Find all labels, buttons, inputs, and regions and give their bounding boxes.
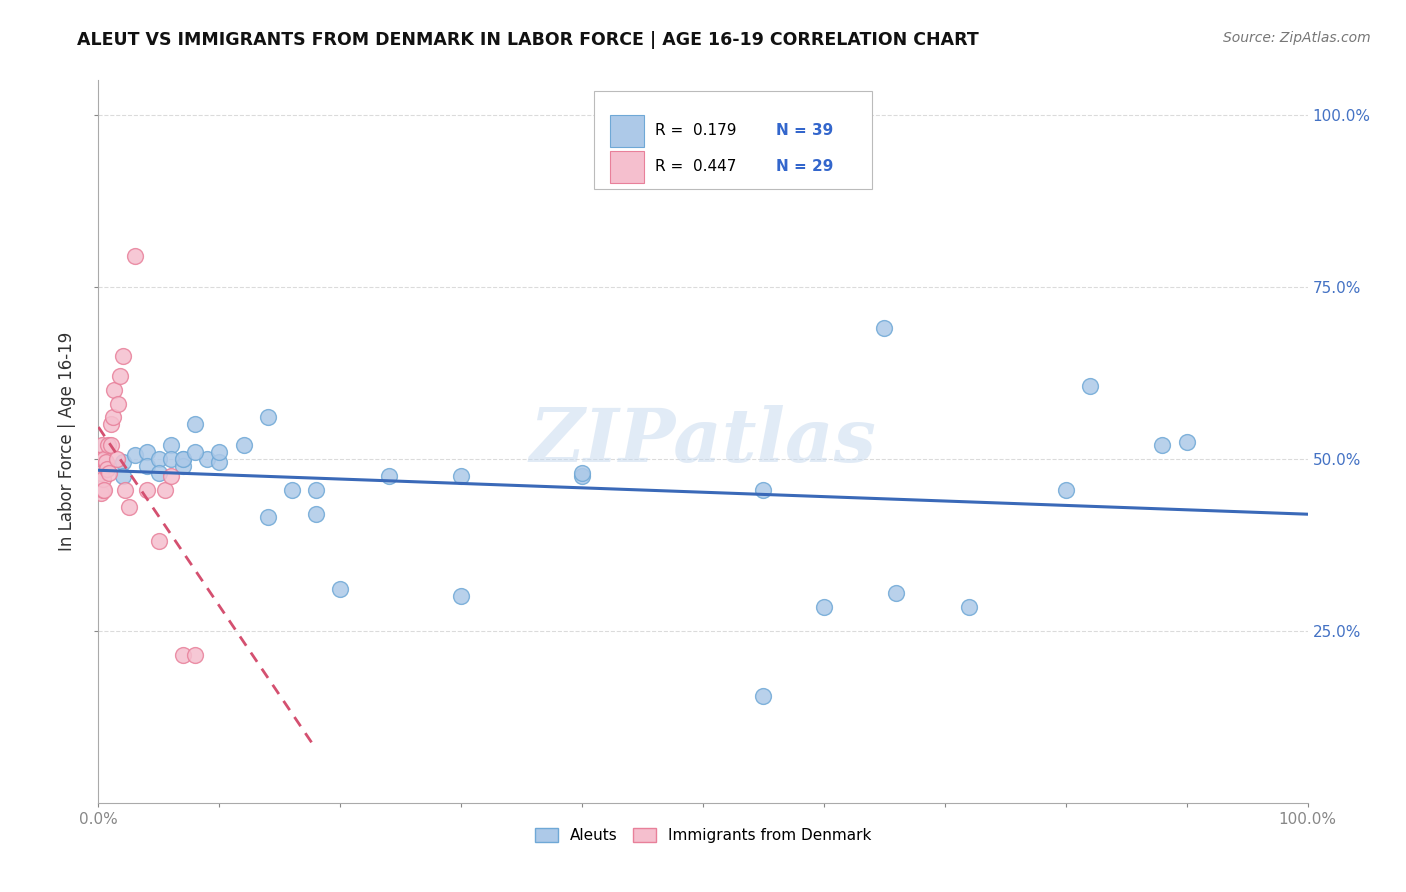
- Point: [101, 410, 124, 425]
- Point: [135, 458, 157, 473]
- Point: [571, 466, 593, 480]
- Point: [148, 466, 170, 480]
- Point: [91, 438, 114, 452]
- Point: [111, 349, 134, 363]
- Point: [160, 451, 183, 466]
- Point: [93, 483, 115, 497]
- Point: [103, 383, 125, 397]
- Point: [1078, 379, 1101, 393]
- Point: [208, 455, 231, 469]
- Point: [377, 469, 399, 483]
- Text: N = 39: N = 39: [776, 123, 832, 138]
- Point: [118, 500, 141, 514]
- Point: [172, 458, 194, 473]
- Bar: [610, 114, 644, 147]
- Point: [91, 451, 114, 466]
- Point: [97, 438, 120, 452]
- Point: [148, 451, 170, 466]
- Point: [135, 445, 157, 459]
- Point: [172, 648, 194, 662]
- Point: [571, 469, 593, 483]
- Point: [208, 445, 231, 459]
- Point: [1175, 434, 1198, 449]
- Point: [90, 486, 112, 500]
- Point: [93, 451, 115, 466]
- Point: [172, 451, 194, 466]
- Point: [752, 689, 775, 703]
- Point: [153, 483, 176, 497]
- Point: [91, 472, 114, 486]
- Point: [111, 455, 134, 469]
- Point: [450, 590, 472, 604]
- Point: [184, 648, 207, 662]
- Point: [1054, 483, 1077, 497]
- Point: [184, 417, 207, 432]
- Text: ALEUT VS IMMIGRANTS FROM DENMARK IN LABOR FORCE | AGE 16-19 CORRELATION CHART: ALEUT VS IMMIGRANTS FROM DENMARK IN LABO…: [77, 31, 979, 49]
- Point: [160, 438, 183, 452]
- Point: [752, 483, 775, 497]
- Point: [111, 469, 134, 483]
- Point: [114, 483, 136, 497]
- Point: [124, 249, 146, 263]
- Point: [957, 599, 980, 614]
- Point: [1152, 438, 1174, 452]
- Point: [124, 448, 146, 462]
- Point: [160, 469, 183, 483]
- Point: [107, 397, 129, 411]
- Point: [813, 599, 835, 614]
- Point: [281, 483, 304, 497]
- Point: [135, 483, 157, 497]
- Point: [98, 466, 121, 480]
- Point: [108, 369, 131, 384]
- Point: [305, 483, 328, 497]
- Text: N = 29: N = 29: [776, 160, 832, 175]
- Point: [94, 455, 117, 469]
- Point: [450, 469, 472, 483]
- Y-axis label: In Labor Force | Age 16-19: In Labor Force | Age 16-19: [58, 332, 76, 551]
- Text: R =  0.447: R = 0.447: [655, 160, 735, 175]
- Point: [329, 582, 352, 597]
- Text: Source: ZipAtlas.com: Source: ZipAtlas.com: [1223, 31, 1371, 45]
- Point: [148, 534, 170, 549]
- Point: [105, 451, 128, 466]
- Point: [873, 321, 896, 335]
- Point: [91, 483, 114, 497]
- Point: [305, 507, 328, 521]
- Point: [100, 417, 122, 432]
- Point: [184, 445, 207, 459]
- Point: [256, 510, 278, 524]
- Point: [172, 451, 194, 466]
- Point: [96, 462, 118, 476]
- Point: [256, 410, 278, 425]
- Bar: [610, 151, 644, 183]
- Text: ZIPatlas: ZIPatlas: [530, 405, 876, 478]
- Point: [100, 438, 122, 452]
- Point: [195, 451, 218, 466]
- Text: R =  0.179: R = 0.179: [655, 123, 737, 138]
- FancyBboxPatch shape: [595, 91, 872, 189]
- Point: [886, 586, 908, 600]
- Point: [90, 466, 112, 480]
- Point: [232, 438, 254, 452]
- Legend: Aleuts, Immigrants from Denmark: Aleuts, Immigrants from Denmark: [529, 822, 877, 849]
